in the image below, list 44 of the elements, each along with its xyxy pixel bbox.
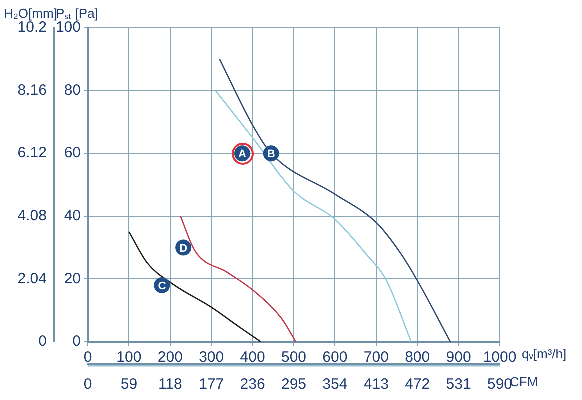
x-tick-label: 800: [405, 349, 430, 366]
line-series: [219, 58, 452, 342]
line-series: [128, 231, 262, 342]
x2-tick-label: 295: [281, 376, 307, 394]
x2-tick-label: 590: [487, 376, 513, 394]
y2-tick-label: 2.04: [18, 270, 47, 288]
y-tick-label: 60: [64, 144, 81, 162]
y-axis-title: Pₛₜ [Pa]: [56, 6, 98, 21]
x2-tick-label: 59: [120, 376, 138, 394]
y2-tick-label: 4.08: [18, 208, 47, 225]
x-tick-label: 900: [446, 349, 472, 366]
line-series: [215, 90, 412, 342]
x-tick-label: 600: [322, 349, 348, 366]
y2-tick-label: 0: [38, 333, 47, 350]
y-tick-label: 20: [64, 270, 81, 288]
x-tick-label: 1000: [483, 349, 517, 366]
y-tick-label: 0: [72, 333, 81, 350]
x-tick-label: 400: [240, 349, 266, 366]
y2-tick-label: 6.12: [18, 144, 47, 162]
annotation: C: [158, 280, 166, 293]
x-tick-label: 700: [364, 349, 389, 366]
x2-tick-label: 236: [240, 376, 266, 394]
x2-tick-label: 177: [199, 376, 224, 394]
annotation: D: [180, 242, 188, 255]
line-series: [180, 216, 297, 342]
x-tick-label: 500: [281, 349, 307, 366]
x2-tick-label: 472: [405, 376, 430, 394]
annotation: A: [238, 148, 247, 161]
x2-tick-label: 354: [322, 376, 348, 394]
y2-tick-label: 8.16: [18, 82, 47, 99]
y-tick-label: 40: [64, 208, 81, 225]
x-axis-title: qᵥ[m³/h]: [522, 346, 567, 362]
x2-tick-label: 531: [446, 376, 472, 394]
x-tick-label: 0: [84, 349, 92, 366]
y-tick-label: 80: [64, 82, 81, 99]
x-tick-label: 200: [158, 349, 183, 366]
x2-axis-title: CFM: [510, 374, 538, 390]
y2-axis-title: H₂O[mm]: [4, 6, 58, 21]
x2-tick-label: 413: [364, 376, 389, 394]
x2-tick-label: 0: [84, 376, 92, 394]
x2-tick-label: 118: [158, 376, 182, 394]
x-tick-label: 100: [116, 349, 142, 366]
annotation: B: [267, 148, 276, 161]
x-tick-label: 300: [199, 349, 224, 366]
